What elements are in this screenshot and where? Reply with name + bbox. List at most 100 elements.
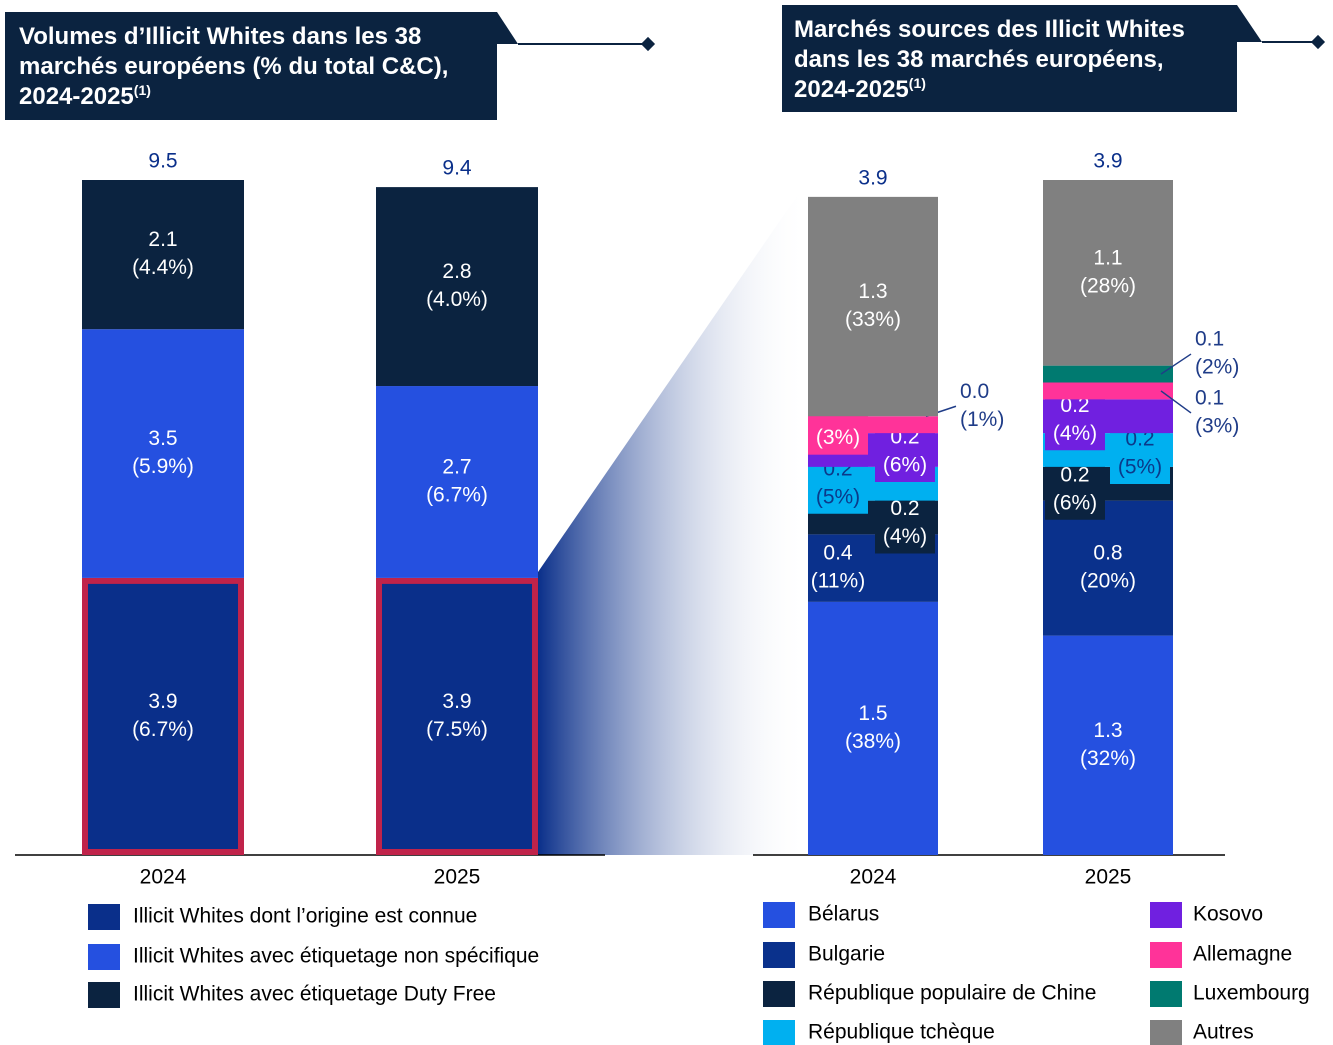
title-tab — [1237, 5, 1262, 42]
x-tick-label: 2025 — [434, 866, 481, 889]
bar-segment — [1043, 382, 1173, 400]
legend-label: Allemagne — [1193, 943, 1292, 966]
percent-label: (7.5%) — [426, 718, 488, 741]
title-box: Volumes d’Illicit Whites dans les 38 mar… — [5, 12, 497, 120]
legend-swatch — [88, 982, 120, 1008]
leader-line — [1160, 390, 1192, 414]
total-label: 3.9 — [1093, 150, 1122, 173]
legend-label: Illicit Whites avec étiquetage non spéci… — [133, 945, 539, 968]
legend-label: Bélarus — [808, 903, 879, 926]
chart-title: Marchés sources des Illicit Whites dans … — [794, 16, 1185, 103]
legend-swatch — [763, 902, 795, 928]
percent-label: (11%) — [811, 570, 865, 593]
value-label: 0.2 — [1060, 394, 1089, 417]
title-note: (1) — [908, 75, 926, 91]
value-label: 0.1 — [1195, 386, 1224, 409]
legend-swatch — [763, 981, 795, 1007]
legend-swatch — [1150, 981, 1182, 1007]
value-label: 0.1 — [1195, 328, 1224, 351]
legend-label: Autres — [1193, 1021, 1254, 1044]
legend-swatch — [1150, 942, 1182, 968]
bar-segment — [1043, 365, 1173, 383]
percent-label: (3%) — [816, 426, 860, 449]
bar-segment — [808, 196, 938, 417]
total-label: 9.5 — [148, 150, 177, 173]
bar-segment — [376, 187, 538, 387]
percent-label: (3%) — [1195, 414, 1239, 437]
highlight-outline — [82, 577, 244, 855]
total-label: 3.9 — [858, 166, 887, 189]
zoom-connector — [538, 180, 808, 855]
percent-label: (6%) — [883, 454, 927, 477]
percent-label: (5%) — [816, 485, 860, 508]
legend-label: République tchèque — [808, 1021, 995, 1044]
bar-segment — [82, 329, 244, 578]
bar-segment — [82, 180, 244, 330]
value-label: 3.9 — [442, 690, 471, 713]
legend-label: Illicit Whites dont l’origine est connue — [133, 905, 477, 928]
bar-segment — [1043, 500, 1173, 636]
total-label: 9.4 — [442, 157, 472, 180]
legend-label: Luxembourg — [1193, 982, 1310, 1005]
percent-label: (4.0%) — [426, 288, 488, 311]
percent-label: (33%) — [845, 308, 901, 331]
label-box — [875, 493, 935, 554]
percent-label: (6%) — [1053, 491, 1097, 514]
bar-segment — [808, 601, 938, 855]
label-box — [1045, 390, 1105, 451]
title-box: Marchés sources des Illicit Whites dans … — [782, 5, 1237, 112]
label-box — [1110, 424, 1170, 484]
leader-line — [1160, 353, 1192, 375]
value-label: 0.2 — [1060, 463, 1089, 486]
title-diamond — [640, 36, 656, 52]
bar-segment — [1043, 635, 1173, 855]
legend-swatch — [88, 944, 120, 970]
legend-label: Bulgarie — [808, 943, 885, 966]
value-label: 1.3 — [858, 280, 887, 303]
highlight-outline — [376, 577, 538, 855]
legend-label: Illicit Whites avec étiquetage Duty Free — [133, 983, 496, 1006]
value-label: 1.3 — [1093, 719, 1122, 742]
legend-swatch — [1150, 1020, 1182, 1045]
value-label: 0.2 — [890, 497, 919, 520]
value-label: 0.4 — [823, 542, 853, 565]
label-box — [1045, 459, 1105, 520]
percent-label: (6.7%) — [132, 718, 194, 741]
value-label: 3.5 — [148, 427, 177, 450]
title-note: (1) — [133, 82, 151, 98]
x-tick-label: 2024 — [140, 866, 187, 889]
value-label: 2.8 — [442, 260, 471, 283]
percent-label: (6.7%) — [426, 484, 488, 507]
value-label: 1.5 — [858, 702, 887, 725]
bar-segment — [376, 577, 538, 855]
chart-title: Volumes d’Illicit Whites dans les 38 mar… — [19, 23, 449, 110]
value-label: 2.1 — [148, 228, 177, 251]
percent-label: (5%) — [1118, 456, 1162, 479]
percent-label: (1%) — [960, 408, 1004, 431]
bar-segment — [376, 386, 538, 578]
percent-label: (4%) — [1053, 422, 1097, 445]
value-label: 0.8 — [1093, 542, 1122, 565]
legend-swatch — [1150, 902, 1182, 928]
value-label: 2.7 — [442, 456, 471, 479]
bar-segment — [82, 577, 244, 855]
legend-label: Kosovo — [1193, 903, 1263, 926]
percent-label: (32%) — [1080, 747, 1136, 770]
legend-label: République populaire de Chine — [808, 982, 1096, 1005]
legend-swatch — [88, 904, 120, 930]
x-tick-label: 2024 — [850, 866, 897, 889]
value-label: 1.1 — [1093, 246, 1122, 269]
percent-label: (28%) — [1080, 274, 1136, 297]
legend-swatch — [763, 942, 795, 968]
title-tab — [497, 12, 518, 44]
x-tick-label: 2025 — [1085, 866, 1132, 889]
percent-label: (20%) — [1080, 570, 1136, 593]
percent-label: (4.4%) — [132, 256, 194, 279]
percent-label: (4%) — [883, 525, 927, 548]
value-label: 0.2 — [1125, 428, 1154, 451]
percent-label: (2%) — [1195, 356, 1239, 379]
value-label: 0.0 — [960, 380, 989, 403]
percent-label: (38%) — [845, 730, 901, 753]
